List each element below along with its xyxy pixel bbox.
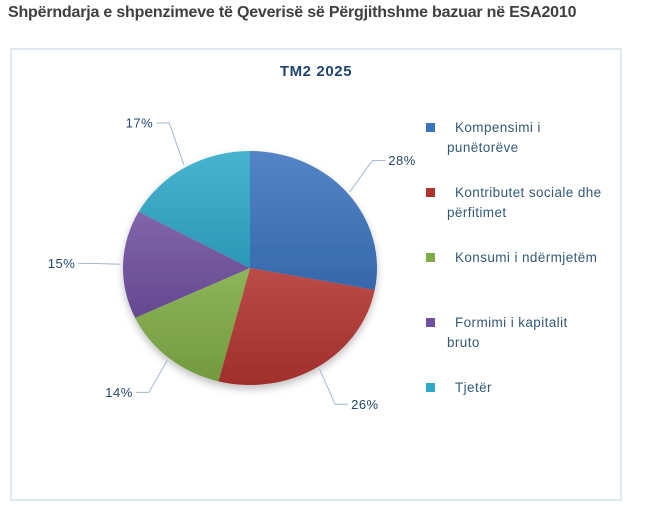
pie-leader-line — [156, 122, 185, 166]
legend-marker — [426, 188, 435, 197]
chart-title: TM2 2025 — [279, 63, 353, 80]
pie-label: 26% — [351, 397, 379, 412]
legend-item: Tjetër — [426, 378, 620, 443]
legend-label: Kontributet sociale dhe përfitimet — [447, 185, 602, 220]
legend-marker — [426, 253, 435, 262]
legend-item: Formimi i kapitalit bruto — [426, 313, 620, 378]
pie-slice-1 — [218, 268, 375, 385]
legend-marker — [426, 383, 435, 392]
legend-label: Kompensimi i punëtorëve — [447, 120, 541, 155]
legend-marker — [426, 318, 435, 327]
legend-item: Kontributet sociale dhe përfitimet — [426, 183, 620, 248]
legend-item: Kompensimi i punëtorëve — [426, 118, 620, 183]
pie-label: 14% — [105, 385, 133, 400]
legend-label: Tjetër — [455, 380, 492, 395]
legend-marker — [426, 123, 435, 132]
pie-slice-4 — [138, 151, 250, 268]
legend-item: Konsumi i ndërmjetëm — [426, 248, 620, 313]
legend-label: Konsumi i ndërmjetëm — [455, 250, 598, 265]
pie-label: 28% — [388, 153, 416, 168]
legend-label: Formimi i kapitalit bruto — [447, 315, 568, 350]
pie-leader-line — [349, 160, 386, 193]
legend: Kompensimi i punëtorëve Kontributet social… — [426, 118, 620, 443]
chart-container: TM2 2025 28% 26% 14% 15% 17% Kompensimi i pun… — [10, 48, 622, 501]
pie-leader-line — [78, 262, 121, 265]
pie-label: 17% — [126, 116, 154, 131]
pie-slice-2 — [135, 268, 250, 382]
pie-chart-svg: 28% 26% 14% 15% 17% — [48, 116, 416, 412]
pie-leader-line — [135, 359, 168, 393]
pie-slice-0 — [250, 151, 377, 290]
pie-slice-3 — [122, 211, 250, 318]
pie-label: 15% — [48, 256, 76, 271]
pie-leader-line — [318, 368, 349, 405]
page-title: Shpërndarja e shpenzimeve të Qeverisë së… — [8, 4, 577, 21]
